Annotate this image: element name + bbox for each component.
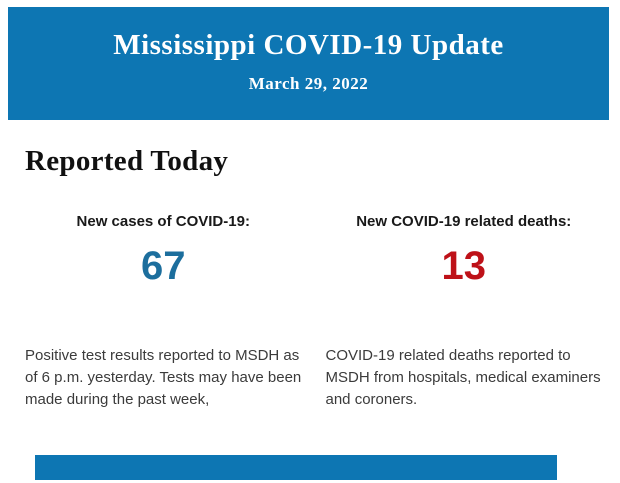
new-deaths-description: COVID-19 related deaths reported to MSDH… (325, 347, 601, 408)
section-title: Reported Today (25, 145, 229, 177)
stat-new-cases: New cases of COVID-19: 67 Positive test … (25, 213, 302, 411)
new-cases-description: Positive test results reported to MSDH a… (25, 347, 302, 408)
newsletter-date: March 29, 2022 (248, 74, 369, 93)
new-cases-label: New cases of COVID-19: (76, 213, 250, 230)
next-section-header-bar (35, 455, 557, 480)
content-area: Reported Today New cases of COVID-19: 67… (0, 146, 620, 411)
stat-new-deaths: New COVID-19 related deaths: 13 COVID-19… (326, 213, 603, 411)
newsletter-header: Mississippi COVID-19 Update March 29, 20… (8, 7, 609, 120)
newsletter-title: Mississippi COVID-19 Update (113, 29, 504, 61)
stats-row: New cases of COVID-19: 67 Positive test … (25, 213, 602, 411)
new-deaths-value: 13 (441, 244, 487, 288)
new-cases-value: 67 (141, 244, 186, 288)
new-deaths-label: New COVID-19 related deaths: (356, 213, 572, 230)
